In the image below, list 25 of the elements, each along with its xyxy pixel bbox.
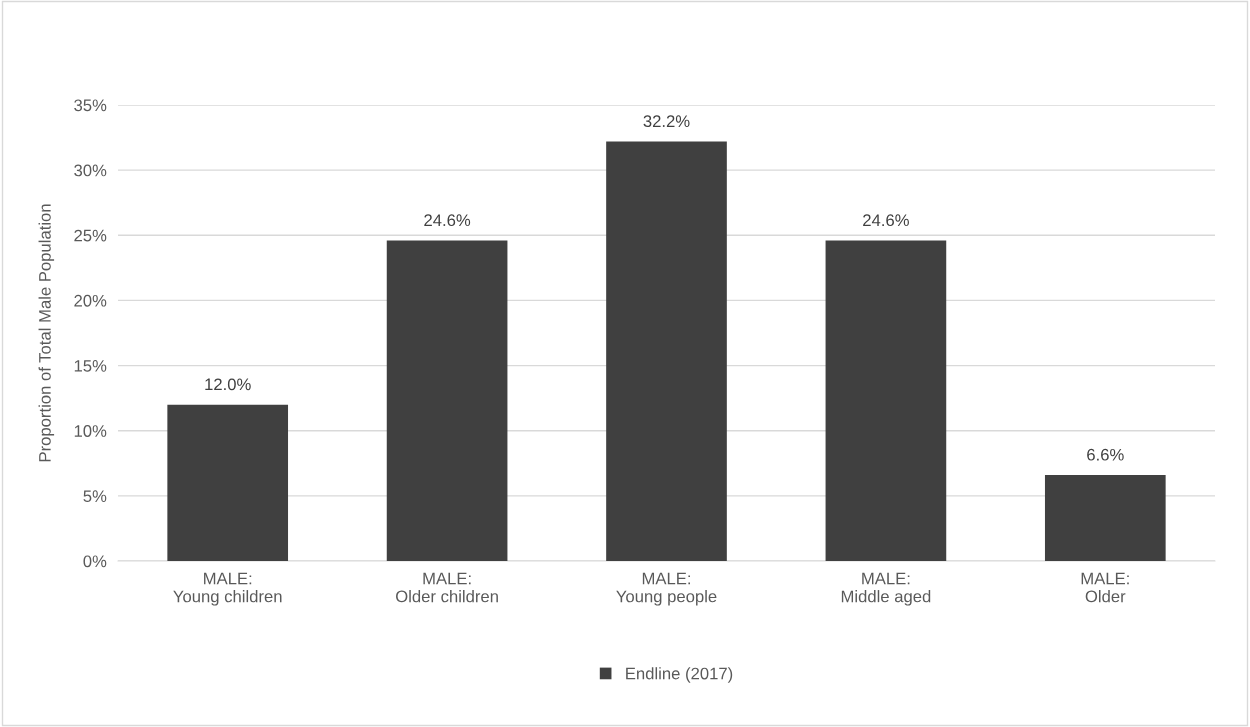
- x-tick-label: MALE: Older children: [396, 572, 498, 603]
- bar: [606, 141, 727, 561]
- data-label: 24.6%: [424, 214, 471, 227]
- y-tick-label: 15%: [74, 360, 107, 372]
- bar: [167, 404, 289, 561]
- data-label: 12.0%: [205, 378, 251, 391]
- bar: [825, 240, 947, 561]
- y-tick-label: 35%: [74, 99, 107, 112]
- bar: [1044, 475, 1166, 561]
- y-tick-label: 30%: [74, 164, 107, 177]
- x-tick-label: MALE: Middle aged: [841, 572, 931, 606]
- data-label: 32.2%: [643, 115, 690, 128]
- x-tick-label: MALE: Older: [1081, 572, 1129, 603]
- y-tick-label: 5%: [83, 490, 107, 503]
- y-tick-label: 10%: [74, 425, 107, 437]
- x-tick-label: MALE: Young people: [616, 572, 717, 606]
- y-tick-label: 0%: [83, 555, 107, 568]
- bar: [386, 240, 508, 561]
- y-tick-label: 25%: [74, 229, 107, 242]
- data-label: 24.6%: [863, 214, 909, 227]
- legend-label: Endline (2017): [626, 667, 733, 683]
- y-axis-title: Proportion of Total Male Population: [38, 204, 55, 462]
- x-tick-label: MALE: Young children: [173, 572, 282, 606]
- data-label: 6.6%: [1087, 448, 1124, 461]
- y-tick-label: 20%: [74, 294, 107, 307]
